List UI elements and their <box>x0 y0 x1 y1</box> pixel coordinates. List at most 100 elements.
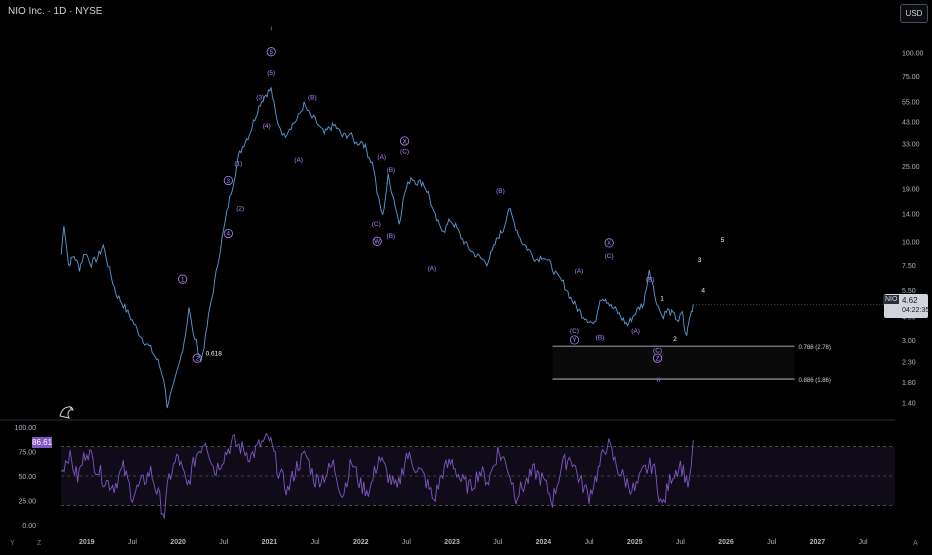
rsi-tick-0: 100.00 <box>15 425 37 432</box>
rsi-tick-2: 50.00 <box>18 474 36 481</box>
price-tick-7: 14.00 <box>902 212 920 219</box>
price-series <box>60 87 895 409</box>
wave-label-32: Z <box>656 357 660 363</box>
price-tick-8: 10.00 <box>902 239 920 246</box>
wave-label-12: (B) <box>308 95 317 102</box>
wave-label-21: (A) <box>428 265 437 272</box>
wave-label-29: (A) <box>631 328 640 335</box>
time-tick-7: Jul <box>402 539 411 546</box>
wave-label-0: i <box>271 25 272 32</box>
fib-levels: 0.786 (2.78) 0.886 (1.86) <box>552 345 831 384</box>
auto-scale-toggle[interactable]: A <box>913 540 918 547</box>
wave-label-2: (5) <box>267 70 275 77</box>
time-tick-9: Jul <box>493 539 502 546</box>
wave-label-22: (B) <box>496 188 505 195</box>
price-tick-4: 33.00 <box>902 141 920 148</box>
time-tick-10: 2024 <box>536 539 552 546</box>
chart-title[interactable]: NIO Inc. · 1D · NYSE <box>8 6 103 17</box>
price-tag-symbol: NIO <box>883 295 900 304</box>
rsi-axis[interactable]: 100.00 75.00 50.00 25.00 0.00 <box>15 425 37 530</box>
zoom-toggle[interactable]: Z <box>37 540 42 547</box>
wave-labels: i 5 (5) (3) (4) (1) 3 (2) 4 1 2 0.618 (B) (A) X (C) (A) (… <box>178 25 725 384</box>
rsi-tick-1: 75.00 <box>18 450 36 457</box>
wave-label-28: (B) <box>596 335 605 342</box>
price-line-1 <box>681 304 694 337</box>
rsi-pane <box>60 432 895 519</box>
price-line-0 <box>60 87 683 409</box>
price-tick-0: 100.00 <box>902 51 924 58</box>
wave-label-4: (4) <box>263 123 271 130</box>
wave-label-30: (B) <box>646 276 655 283</box>
wave-label-7: (2) <box>236 205 244 212</box>
fib-label-0: 0.786 (2.78) <box>799 345 831 351</box>
fib-label-1: 0.886 (1.86) <box>799 378 831 384</box>
wave-label-10: 2 <box>196 357 200 363</box>
rsi-tick-3: 25.00 <box>18 499 36 506</box>
price-tag-value: 4.62 <box>902 296 918 305</box>
price-tick-10: 5.50 <box>902 288 916 295</box>
wave-label-circle-14 <box>399 136 410 146</box>
time-tick-15: Jul <box>767 539 776 546</box>
fib-zone <box>552 346 795 380</box>
time-tick-4: 2021 <box>262 539 278 546</box>
time-tick-11: Jul <box>585 539 594 546</box>
wave-label-17: (B) <box>387 167 396 174</box>
time-tick-2: 2020 <box>170 539 186 546</box>
wave-label-circle-9 <box>178 274 188 284</box>
time-tick-12: 2025 <box>627 539 643 546</box>
last-price-tag: NIO 4.62 04:22:35 <box>883 294 930 318</box>
timezone-toggle[interactable]: Y <box>10 540 15 547</box>
price-tick-1: 75.00 <box>902 74 920 81</box>
wave-label-37: 4 <box>701 288 705 295</box>
wave-label-38: 5 <box>721 237 725 244</box>
wave-label-34: 1 <box>660 295 664 302</box>
time-tick-5: Jul <box>311 539 320 546</box>
time-tick-14: 2026 <box>718 539 734 546</box>
wave-label-35: 2 <box>673 336 677 343</box>
wave-label-19: (B) <box>387 233 396 240</box>
wave-label-5: (1) <box>234 160 242 167</box>
price-tick-13: 2.30 <box>902 360 916 367</box>
time-tick-17: Jul <box>859 539 868 546</box>
time-tick-1: Jul <box>128 539 137 546</box>
time-tick-3: Jul <box>219 539 228 546</box>
price-tag-countdown: 04:22:35 <box>902 307 930 314</box>
wave-label-circle-10 <box>192 353 202 363</box>
wave-label-27: Y <box>572 338 576 344</box>
wave-label-14: X <box>403 139 407 145</box>
wave-label-26: (C) <box>570 328 579 335</box>
wave-label-33: ii <box>657 377 660 384</box>
price-tick-5: 25.00 <box>902 164 920 171</box>
wave-label-3: (3) <box>256 95 264 102</box>
rsi-tick-4: 0.00 <box>22 523 36 530</box>
wave-label-1: 5 <box>270 50 274 56</box>
wave-label-11: 0.618 <box>206 351 223 358</box>
wave-label-36: 3 <box>698 257 702 264</box>
wave-label-circle-1 <box>266 47 276 57</box>
price-tick-15: 1.40 <box>902 400 916 407</box>
wave-label-23: X <box>607 241 611 247</box>
wave-label-circle-23 <box>604 238 614 248</box>
price-tick-2: 55.00 <box>902 100 920 107</box>
wave-label-9: 1 <box>181 277 185 283</box>
price-tick-9: 7.50 <box>902 263 916 270</box>
wave-label-circle-6 <box>223 175 233 186</box>
tradingview-logo-icon <box>59 406 74 419</box>
wave-label-25: (A) <box>575 268 584 275</box>
price-tick-3: 43.00 <box>902 120 920 127</box>
wave-label-circle-32 <box>652 353 663 363</box>
wave-label-circle-27 <box>569 335 580 345</box>
wave-label-13: (A) <box>294 157 303 164</box>
time-axis[interactable]: 2019 Jul 2020 Jul 2021 Jul 2022 Jul 2023 Jul 2024 J… <box>79 539 868 546</box>
time-tick-0: 2019 <box>79 539 95 546</box>
time-tick-8: 2023 <box>444 539 460 546</box>
wave-label-8: 4 <box>227 232 231 238</box>
time-tick-6: 2022 <box>353 539 369 546</box>
wave-label-circle-8 <box>223 228 233 239</box>
wave-label-6: 3 <box>227 179 231 185</box>
currency-button[interactable]: USD <box>900 4 928 23</box>
rsi-value-tag: 86.61 <box>32 437 53 448</box>
wave-label-15: (C) <box>400 149 409 156</box>
